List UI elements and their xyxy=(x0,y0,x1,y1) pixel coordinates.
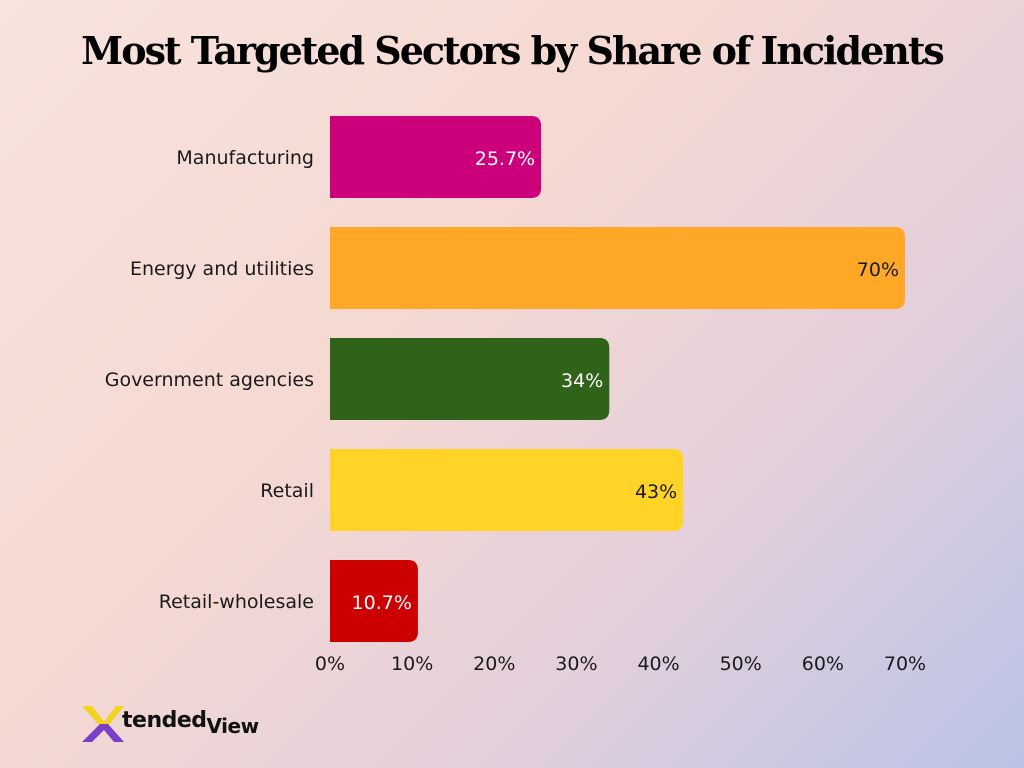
x-tick-label: 60% xyxy=(802,653,844,675)
logo-wordmark: tendedView xyxy=(122,708,259,738)
x-tick-label: 40% xyxy=(637,653,679,675)
logo-x-mark-icon xyxy=(82,706,124,742)
x-tick-label: 30% xyxy=(555,653,597,675)
chart-title: Most Targeted Sectors by Share of Incide… xyxy=(81,28,945,73)
logo-text-view: View xyxy=(206,714,260,738)
xtendedview-logo: tendedView xyxy=(80,700,270,748)
value-label-energy-and-utilities: 70% xyxy=(857,259,899,281)
bar-retail xyxy=(330,449,684,531)
x-tick-label: 10% xyxy=(391,653,433,675)
bar-energy-and-utilities xyxy=(330,227,905,309)
x-tick-label: 20% xyxy=(473,653,515,675)
category-label-government-agencies: Government agencies xyxy=(105,369,314,391)
category-label-energy-and-utilities: Energy and utilities xyxy=(130,258,314,280)
bar-retail-wholesale xyxy=(330,560,418,642)
value-label-government-agencies: 34% xyxy=(561,370,603,392)
value-label-retail-wholesale: 10.7% xyxy=(352,592,412,614)
value-label-retail: 43% xyxy=(635,481,677,503)
bar-government-agencies xyxy=(330,338,610,420)
x-tick-label: 0% xyxy=(315,653,345,675)
category-label-manufacturing: Manufacturing xyxy=(176,147,314,169)
category-label-retail: Retail xyxy=(260,480,314,502)
bar-chart: Manufacturing 25.7% Energy and utilities 70… xyxy=(105,116,926,675)
logo-text-tended: tended xyxy=(122,708,207,733)
x-tick-label: 50% xyxy=(720,653,762,675)
value-label-manufacturing: 25.7% xyxy=(475,148,535,170)
x-tick-label: 70% xyxy=(884,653,926,675)
category-label-retail-wholesale: Retail-wholesale xyxy=(159,591,314,613)
bar-manufacturing xyxy=(330,116,542,198)
